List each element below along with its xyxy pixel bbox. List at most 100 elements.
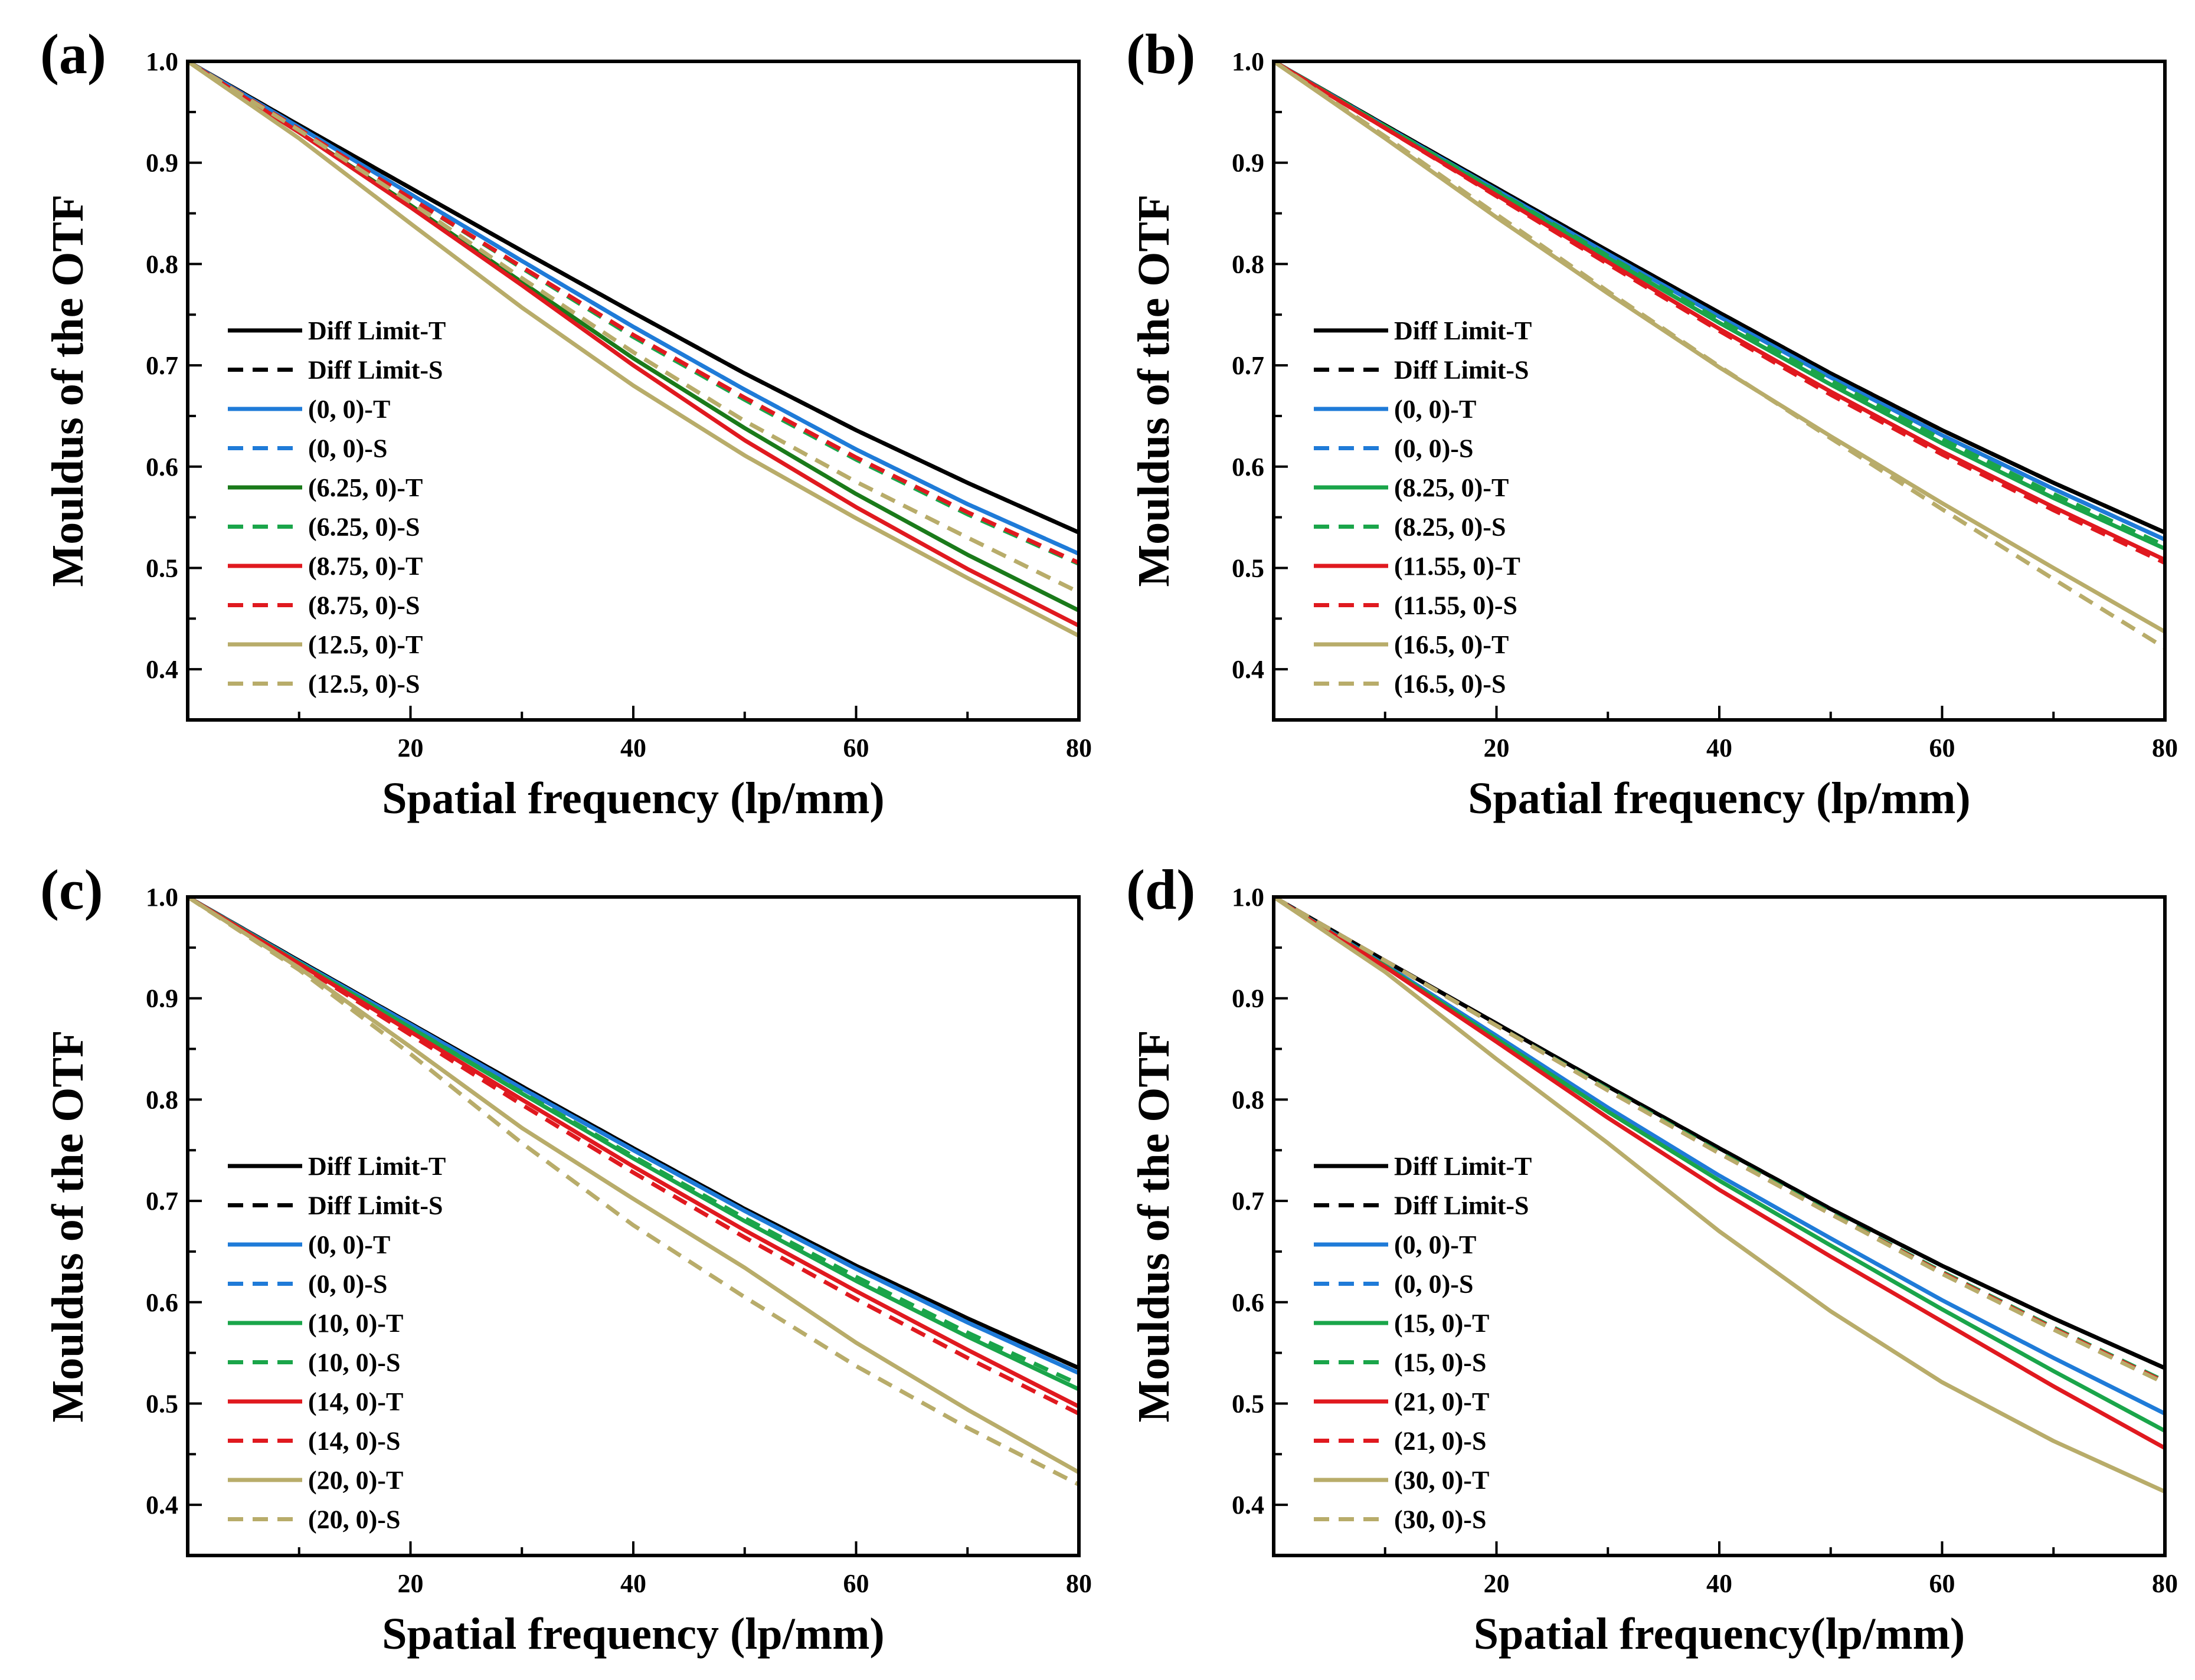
y-tick-label: 1.0	[146, 883, 178, 912]
series-line-10	[188, 897, 1079, 1486]
x-tick-label: 80	[1066, 733, 1092, 762]
y-tick-label: 0.6	[146, 453, 178, 482]
y-tick-label: 0.6	[1232, 1288, 1264, 1317]
legend-label: (20, 0)-S	[308, 1505, 400, 1534]
legend-label: Diff Limit-T	[1394, 1152, 1532, 1181]
series-line-3	[188, 897, 1079, 1376]
legend: Diff Limit-T Diff Limit-S (0, 0)-T (0, 0)-S…	[1314, 316, 1532, 699]
legend-label: (0, 0)-S	[1394, 1270, 1473, 1299]
chart-panel-3: 20 40 60 80 0.4 0.5 0.6 0.7 0.8 0.9 1.0 Spatial fre…	[40, 858, 1092, 1659]
series-line-10	[1274, 897, 2165, 1386]
y-axis-title: Mouldus of the OTF	[1129, 194, 1179, 587]
y-tick-label: 0.6	[146, 1288, 178, 1317]
legend-label: (14, 0)-S	[308, 1427, 400, 1456]
y-tick-label: 0.9	[1232, 149, 1264, 178]
series-line-4	[1274, 61, 2165, 542]
legend-label: Diff Limit-S	[1394, 356, 1529, 385]
legend-label: (0, 0)-T	[308, 395, 390, 424]
x-tick-label: 80	[2152, 733, 2178, 762]
series-line-2	[1274, 61, 2165, 535]
series-line-6	[1274, 61, 2165, 548]
y-tick-label: 0.8	[1232, 250, 1264, 279]
legend: Diff Limit-T Diff Limit-S (0, 0)-T (0, 0)-S…	[228, 316, 446, 699]
y-tick-label: 1.0	[146, 47, 178, 76]
x-axis-title: Spatial frequency (lp/mm)	[382, 1609, 884, 1659]
legend-label: (6.25, 0)-T	[308, 473, 423, 502]
x-tick-label: 60	[843, 1569, 869, 1598]
x-tick-label: 60	[843, 733, 869, 762]
y-tick-label: 0.4	[146, 1491, 178, 1519]
y-tick-label: 1.0	[1232, 47, 1264, 76]
legend-label: (11.55, 0)-S	[1394, 591, 1517, 620]
legend-label: (12.5, 0)-T	[308, 630, 423, 659]
plot-frame	[1272, 895, 2167, 1557]
x-tick-label: 20	[398, 733, 424, 762]
y-tick-label: 0.7	[146, 351, 178, 380]
series-line-7	[188, 897, 1079, 1409]
series-line-7	[188, 61, 1079, 628]
plot-frame	[1272, 60, 2167, 722]
y-tick-label: 0.7	[1232, 1187, 1264, 1216]
legend-label: Diff Limit-T	[308, 316, 446, 345]
y-tick-label: 0.8	[146, 250, 178, 279]
legend-label: (6.25, 0)-S	[308, 513, 420, 542]
y-tick-label: 0.5	[146, 554, 178, 582]
legend-label: (14, 0)-T	[308, 1387, 403, 1416]
legend-label: Diff Limit-S	[1394, 1191, 1529, 1220]
y-tick-label: 0.9	[146, 984, 178, 1013]
chart-panel-4: 20 40 60 80 0.4 0.5 0.6 0.7 0.8 0.9 1.0 Spatial fre…	[1126, 858, 2178, 1659]
y-tick-label: 0.6	[1232, 453, 1264, 482]
plot-frame	[186, 60, 1081, 722]
legend-label: (0, 0)-T	[1394, 1230, 1476, 1259]
legend-label: (15, 0)-T	[1394, 1309, 1489, 1338]
series-line-9	[188, 897, 1079, 1475]
series-line-2	[188, 61, 1079, 535]
panel-label: (d)	[1126, 858, 1195, 921]
series-line-6	[188, 897, 1079, 1386]
series-line-2	[188, 897, 1079, 1370]
series-line-8	[188, 897, 1079, 1416]
series-line-9	[1274, 897, 2165, 1494]
x-tick-label: 20	[1484, 733, 1510, 762]
legend-label: Diff Limit-S	[308, 1191, 443, 1220]
series-line-10	[188, 61, 1079, 594]
panel-label: (b)	[1126, 22, 1195, 86]
legend-label: (15, 0)-S	[1394, 1348, 1486, 1377]
legend-label: (11.55, 0)-T	[1394, 552, 1520, 581]
series-line-10	[1274, 61, 2165, 650]
legend-label: (0, 0)-S	[308, 1270, 387, 1299]
y-tick-label: 0.9	[146, 149, 178, 178]
series-line-4	[188, 897, 1079, 1376]
y-tick-label: 0.4	[146, 655, 178, 684]
series-line-7	[1274, 61, 2165, 562]
y-tick-label: 0.5	[1232, 554, 1264, 582]
legend-label: (8.75, 0)-T	[308, 552, 423, 581]
legend-label: (0, 0)-S	[1394, 434, 1473, 463]
series-line-9	[188, 61, 1079, 638]
y-tick-label: 0.5	[1232, 1389, 1264, 1418]
legend-label: (10, 0)-T	[308, 1309, 403, 1338]
x-tick-label: 40	[1706, 733, 1732, 762]
x-tick-label: 40	[620, 1569, 646, 1598]
legend-label: Diff Limit-T	[1394, 316, 1532, 345]
legend-label: (8.75, 0)-S	[308, 591, 420, 620]
series-line-4	[188, 61, 1079, 556]
legend-label: Diff Limit-T	[308, 1152, 446, 1181]
legend-label: (20, 0)-T	[308, 1466, 403, 1495]
panel-label: (c)	[40, 858, 103, 921]
y-tick-label: 0.8	[1232, 1085, 1264, 1114]
y-tick-label: 0.4	[1232, 655, 1264, 684]
x-tick-label: 60	[1929, 733, 1955, 762]
chart-panel-1: 20 40 60 80 0.4 0.5 0.6 0.7 0.8 0.9 1.0 Spatial fre…	[40, 22, 1092, 823]
legend-label: (16.5, 0)-T	[1394, 630, 1509, 659]
legend-label: (12.5, 0)-S	[308, 670, 420, 699]
legend-label: (8.25, 0)-T	[1394, 473, 1509, 502]
series-line-8	[1274, 61, 2165, 565]
series-line-3	[1274, 61, 2165, 542]
y-tick-label: 0.5	[146, 1389, 178, 1418]
legend-label: (21, 0)-T	[1394, 1387, 1489, 1416]
x-tick-label: 80	[2152, 1569, 2178, 1598]
y-tick-label: 0.4	[1232, 1491, 1264, 1519]
y-axis-title: Mouldus of the OTF	[43, 194, 93, 587]
